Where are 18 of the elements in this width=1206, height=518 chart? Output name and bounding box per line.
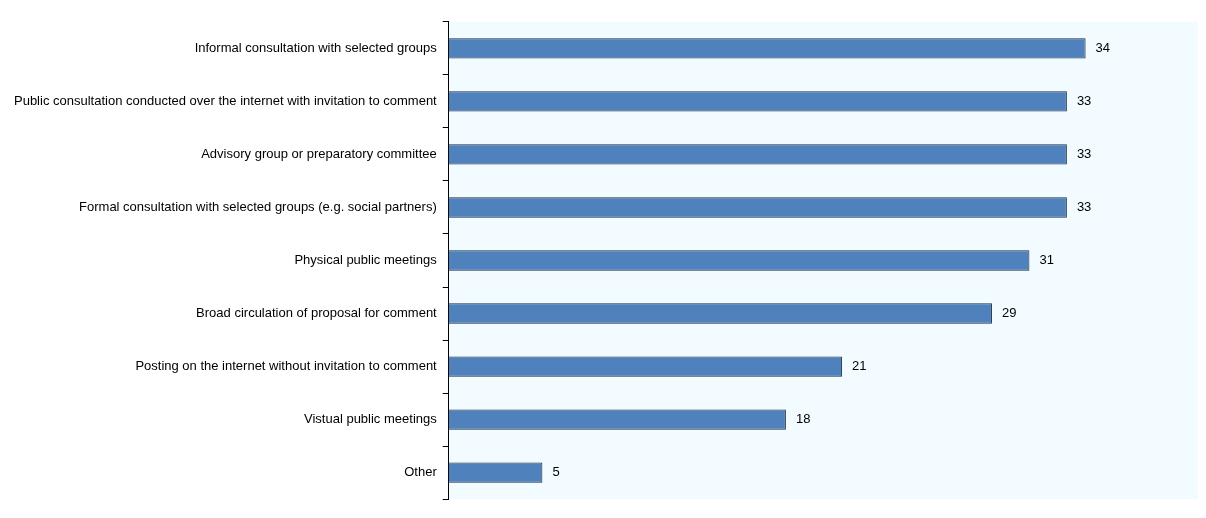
y-tick-label: Other bbox=[404, 464, 438, 480]
data-label: 34 bbox=[1095, 39, 1111, 55]
data-label: 33 bbox=[1076, 92, 1092, 108]
data-label: 33 bbox=[1076, 199, 1092, 215]
data-label: 21 bbox=[852, 358, 867, 374]
y-tick-label: Broad circulation of proposal for comment bbox=[196, 305, 438, 321]
y-tick-label: Physical public meetings bbox=[294, 252, 438, 268]
y-tick-label: Formal consultation with selected groups (e.g. social partners) bbox=[79, 199, 437, 215]
data-label: 31 bbox=[1039, 252, 1054, 268]
y-tick-label: Informal consultation with selected groups bbox=[194, 39, 438, 55]
y-tick-label: Advisory group or preparatory committee bbox=[201, 145, 437, 161]
y-tick-label: Public consultation conducted over the internet with invitation to comment bbox=[13, 92, 438, 108]
y-tick-label: Vistual public meetings bbox=[304, 411, 438, 427]
data-label: 29 bbox=[1001, 305, 1017, 321]
data-label: 33 bbox=[1076, 145, 1092, 161]
y-tick-label: Posting on the internet without invitation to comment bbox=[135, 358, 438, 374]
data-label: 18 bbox=[795, 411, 811, 427]
data-label: 5 bbox=[552, 464, 560, 480]
